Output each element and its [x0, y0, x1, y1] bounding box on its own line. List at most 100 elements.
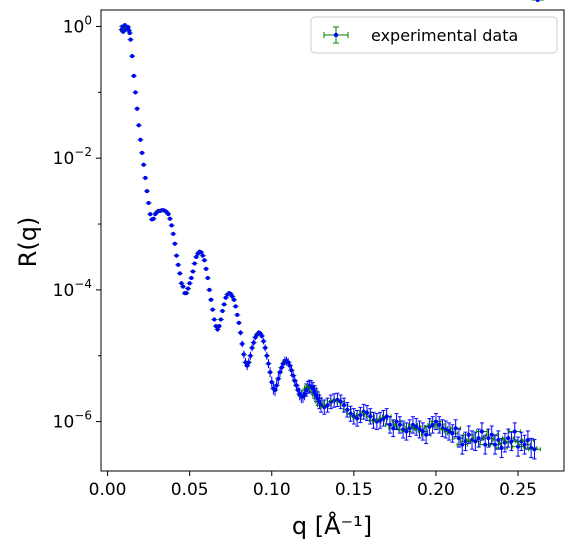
data-marker [447, 429, 452, 434]
data-point [125, 25, 132, 30]
data-marker [443, 427, 448, 432]
data-marker [345, 407, 350, 412]
data-marker [264, 353, 269, 358]
axes-frame [100, 9, 565, 472]
data-marker [245, 363, 250, 368]
data-point [214, 327, 221, 332]
data-marker [450, 431, 455, 436]
data-marker [186, 286, 191, 291]
data-point [229, 294, 236, 299]
data-marker [205, 276, 210, 281]
data-marker [263, 345, 268, 350]
x-tick-label: 0.00 [89, 480, 127, 500]
data-marker [456, 436, 461, 441]
data-marker [167, 216, 172, 221]
data-marker [437, 422, 442, 427]
data-marker [136, 123, 141, 128]
data-marker [407, 426, 412, 431]
data-point [443, 422, 455, 441]
data-marker [314, 393, 319, 398]
data-point [145, 200, 152, 205]
data-point [508, 422, 521, 441]
data-marker [312, 389, 317, 394]
data-point [250, 339, 257, 346]
data-marker [192, 261, 197, 266]
data-point [175, 262, 182, 267]
data-point [315, 394, 324, 410]
data-marker [204, 266, 209, 271]
x-tick-label: 0.20 [417, 480, 455, 500]
data-point [134, 106, 141, 111]
data-marker [535, 0, 540, 2]
data-marker [246, 360, 251, 365]
data-point [166, 216, 173, 221]
data-marker [368, 414, 373, 419]
data-marker [187, 281, 192, 286]
data-marker [169, 223, 174, 228]
data-marker [509, 439, 514, 444]
data-point [170, 231, 177, 236]
data-marker [238, 330, 243, 335]
data-point [180, 284, 187, 289]
data-marker [466, 432, 471, 437]
data-marker [317, 399, 322, 404]
data-marker [190, 269, 195, 274]
data-point [355, 406, 365, 424]
y-tick-label: 10−4 [53, 277, 92, 301]
data-point [404, 419, 415, 438]
data-marker [358, 413, 363, 418]
legend: experimental data [310, 16, 558, 54]
data-marker [296, 387, 301, 392]
data-point [267, 367, 274, 378]
data-point [143, 189, 150, 194]
data-point [273, 379, 280, 392]
data-marker [251, 340, 256, 345]
data-marker [184, 291, 189, 296]
data-point [230, 297, 237, 302]
data-marker [243, 360, 248, 365]
data-marker [486, 436, 491, 441]
data-marker [394, 419, 399, 424]
data-point [430, 413, 442, 431]
data-marker [355, 416, 360, 421]
data-point [362, 405, 372, 422]
data-point [203, 266, 210, 271]
data-point [323, 397, 332, 413]
data-marker [148, 212, 153, 217]
data-point [221, 302, 228, 307]
data-marker [176, 262, 181, 267]
data-point [211, 317, 218, 322]
data-marker [286, 360, 291, 365]
data-point [262, 344, 269, 352]
data-point [234, 312, 241, 317]
data-marker [266, 361, 271, 366]
data-marker [276, 376, 281, 381]
data-marker [174, 253, 179, 258]
data-marker [212, 317, 217, 322]
data-point [150, 216, 157, 221]
data-marker [289, 368, 294, 373]
data-marker [493, 442, 498, 447]
data-marker [171, 231, 176, 236]
data-point [135, 123, 142, 128]
data-point [289, 370, 297, 381]
data-marker [138, 137, 143, 142]
data-point [212, 323, 219, 329]
data-marker [248, 353, 253, 358]
data-marker [220, 308, 225, 313]
data-marker [479, 429, 484, 434]
data-point [265, 359, 272, 369]
data-marker [476, 436, 481, 441]
data-marker [217, 324, 222, 329]
data-marker [189, 276, 194, 281]
data-marker [240, 341, 245, 346]
data-marker [512, 429, 517, 434]
data-marker [181, 284, 186, 289]
data-marker [384, 414, 389, 419]
data-point [206, 287, 213, 292]
data-point [232, 304, 239, 309]
data-point [260, 338, 267, 345]
data-point [183, 291, 190, 296]
plot-area [118, 0, 544, 460]
